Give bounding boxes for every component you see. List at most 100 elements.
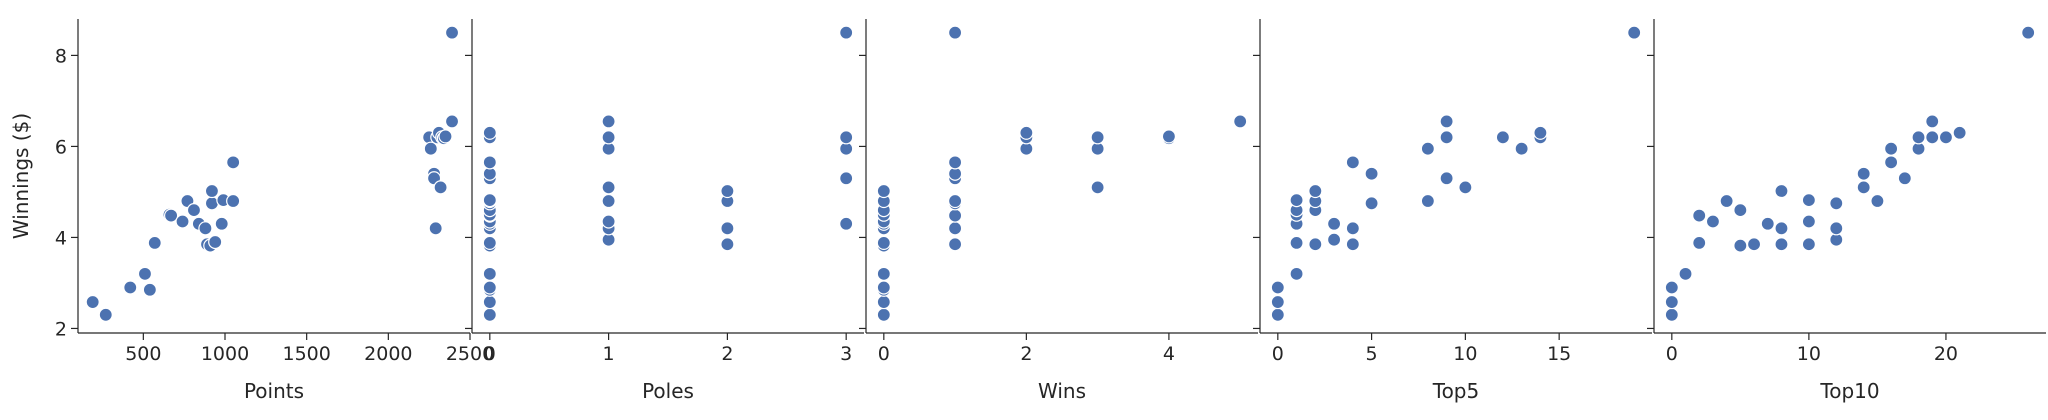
scatter-point: [720, 237, 735, 252]
scatter-point: [876, 183, 891, 199]
x-tick-label: 15: [1547, 343, 1571, 365]
scatter-point: [947, 25, 963, 40]
x-tick-label: 0: [878, 343, 890, 365]
x-axis-label: Wins: [1038, 379, 1086, 403]
scatter-point: [1678, 266, 1693, 281]
scatter-point: [1705, 214, 1721, 229]
x-tick-label: 1000: [201, 343, 249, 365]
scatter-point: [839, 130, 854, 145]
scatter-point: [947, 237, 963, 252]
x-tick-label: 0: [1666, 343, 1678, 365]
x-tick-label: 0: [484, 343, 496, 365]
scatter-point: [947, 193, 963, 209]
scatter-point: [482, 280, 497, 295]
scatter-point: [839, 171, 854, 186]
scatter-point: [1308, 183, 1323, 199]
x-tick-label: 10: [1453, 343, 1477, 365]
scatter-point: [1829, 221, 1844, 236]
scatter-point: [123, 280, 138, 295]
scatter-point: [164, 208, 179, 223]
scatter-point: [1345, 221, 1360, 236]
scatter-point: [1289, 235, 1304, 250]
scatter-point: [2021, 25, 2036, 40]
scatter-point: [1870, 193, 1885, 209]
scatter-point: [1925, 114, 1940, 129]
scatter-point: [720, 221, 735, 236]
x-axis-label: Points: [244, 379, 304, 403]
x-tick-label: 2000: [364, 343, 412, 365]
panel-wins: 0 2 4 Wins: [859, 19, 1258, 403]
x-tick-label: 1500: [282, 343, 330, 365]
y-tick-label: 4: [55, 227, 67, 249]
y-tick-label: 6: [55, 136, 67, 158]
scatter-point: [1774, 237, 1789, 252]
x-tick-label: 1: [603, 343, 615, 365]
scatter-point: [1233, 114, 1248, 129]
scatter-point: [1289, 193, 1304, 208]
scatter-point: [876, 280, 891, 295]
scatter-point: [1439, 114, 1454, 129]
scatter-point: [1692, 235, 1707, 250]
scatter-point: [1270, 294, 1285, 310]
scatter-point: [1019, 125, 1034, 140]
scatter-point: [482, 266, 497, 281]
panel-points: 2 4 6 8 500 1000 1500 2000 2500 Points Winnings ($…: [9, 19, 494, 403]
scatter-point: [438, 129, 453, 144]
scatter-point: [1495, 130, 1510, 145]
scatter-point: [1897, 171, 1912, 186]
scatter-point: [1746, 237, 1762, 252]
scatter-point: [482, 294, 497, 310]
scatter-point: [1627, 25, 1642, 40]
scatter-point: [208, 234, 223, 250]
y-axis-label: Winnings ($): [9, 113, 33, 239]
scatter-point: [1090, 130, 1105, 145]
scatter-point: [1364, 196, 1379, 211]
scatter-point: [142, 282, 157, 297]
scatter-point: [482, 307, 497, 322]
scatter-point: [482, 155, 497, 170]
scatter-point: [1829, 196, 1844, 211]
y-tick-label: 8: [55, 45, 67, 67]
scatter-point: [175, 214, 190, 229]
x-axis-label: Poles: [642, 379, 694, 403]
scatter-point: [1911, 130, 1926, 145]
scatter-point: [876, 294, 891, 310]
scatter-point: [444, 114, 460, 129]
scatter-point: [1856, 166, 1871, 181]
panel-poles: 0 1 2 3 Poles: [465, 19, 864, 403]
scatter-point: [1420, 193, 1435, 209]
scatter-point: [226, 155, 241, 170]
x-tick-label: 500: [125, 343, 161, 365]
x-tick-label: 0: [1272, 343, 1284, 365]
scatter-point: [1664, 307, 1679, 322]
x-tick-label: 2: [721, 343, 733, 365]
scatter-point: [1308, 237, 1323, 252]
scatter-point: [601, 214, 616, 229]
x-tick-label: 2500: [446, 343, 494, 365]
x-tick-label: 10: [1797, 343, 1821, 365]
scatter-point: [214, 216, 229, 231]
scatter-point: [947, 208, 963, 223]
scatter-point: [186, 203, 202, 218]
scatter-point: [1760, 216, 1775, 231]
scatter-point: [1801, 214, 1816, 229]
scatter-point: [1884, 141, 1899, 156]
scatter-point: [98, 307, 113, 322]
scatter-point: [428, 221, 443, 236]
scatter-point: [1270, 307, 1285, 322]
panel-top10: 0 10 20 Top10: [1647, 19, 2046, 403]
scatter-point: [1439, 171, 1454, 186]
scatter-point: [226, 193, 241, 209]
scatter-point: [482, 193, 497, 208]
scatter-point: [1326, 232, 1342, 247]
scatter-point: [1801, 193, 1816, 208]
x-axis-label: Top5: [1432, 379, 1479, 403]
scatter-point: [1774, 221, 1789, 236]
scatter-point: [947, 155, 963, 170]
scatter-point: [1925, 130, 1940, 145]
scatter-point: [1938, 130, 1954, 145]
y-tick-label: 2: [55, 318, 67, 340]
scatter-point: [1952, 125, 1967, 140]
scatter-point: [1514, 141, 1529, 156]
